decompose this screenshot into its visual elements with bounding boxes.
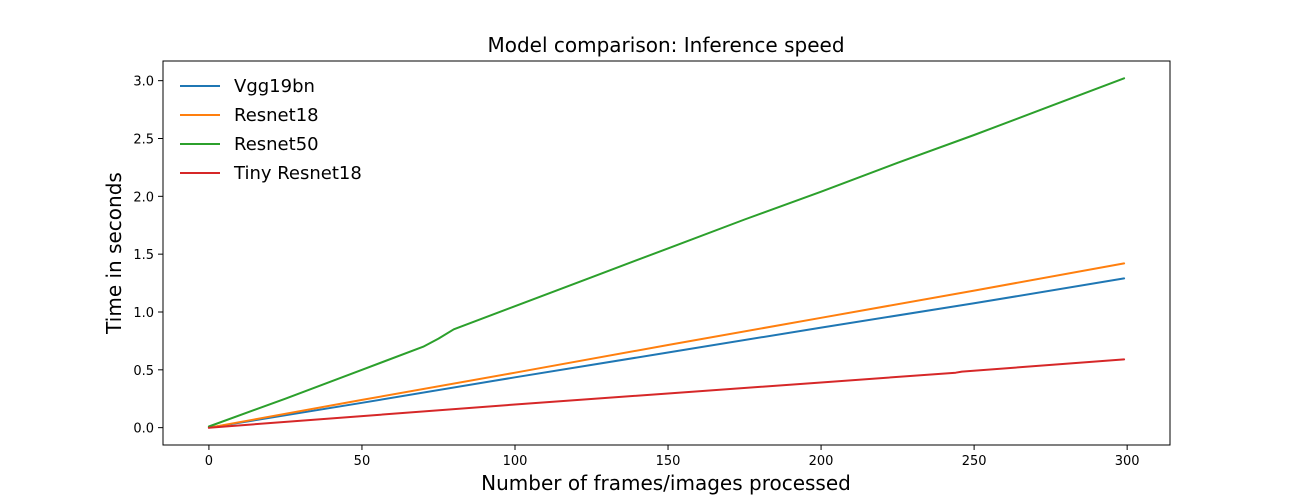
series-line-2 xyxy=(207,77,1126,428)
y-tick-label: 2.0 xyxy=(133,190,154,205)
y-tick-label: 3.0 xyxy=(133,75,154,90)
y-tick-label: 1.0 xyxy=(133,306,154,321)
x-tick-label: 50 xyxy=(354,454,371,469)
series-lines xyxy=(207,77,1126,429)
x-tick-label: 250 xyxy=(962,454,987,469)
legend: Vgg19bn Resnet18 Resnet50 Tiny Resnet18 xyxy=(180,76,362,184)
series-line-1 xyxy=(207,262,1126,429)
legend-label-3: Tiny Resnet18 xyxy=(233,163,362,184)
x-axis-label: Number of frames/images processed xyxy=(481,471,851,495)
legend-label-2: Resnet50 xyxy=(234,134,319,155)
x-tick-label: 300 xyxy=(1115,454,1140,469)
legend-label-1: Resnet18 xyxy=(234,105,319,126)
y-axis-ticks: 0.0 0.5 1.0 1.5 2.0 2.5 3.0 xyxy=(133,75,163,437)
x-tick-label: 150 xyxy=(656,454,681,469)
x-tick-label: 100 xyxy=(503,454,528,469)
y-tick-label: 1.5 xyxy=(133,248,154,263)
legend-label-0: Vgg19bn xyxy=(234,76,315,97)
x-tick-label: 200 xyxy=(809,454,834,469)
x-tick-label: 0 xyxy=(205,454,213,469)
y-tick-label: 0.0 xyxy=(133,422,154,437)
series-line-0 xyxy=(207,277,1126,429)
y-tick-label: 2.5 xyxy=(133,132,154,147)
y-tick-label: 0.5 xyxy=(133,364,154,379)
x-axis-ticks: 0 50 100 150 200 250 300 xyxy=(205,445,1140,469)
y-axis-label: Time in seconds xyxy=(102,172,126,335)
chart-title: Model comparison: Inference speed xyxy=(487,33,844,57)
series-line-3 xyxy=(207,358,1126,429)
